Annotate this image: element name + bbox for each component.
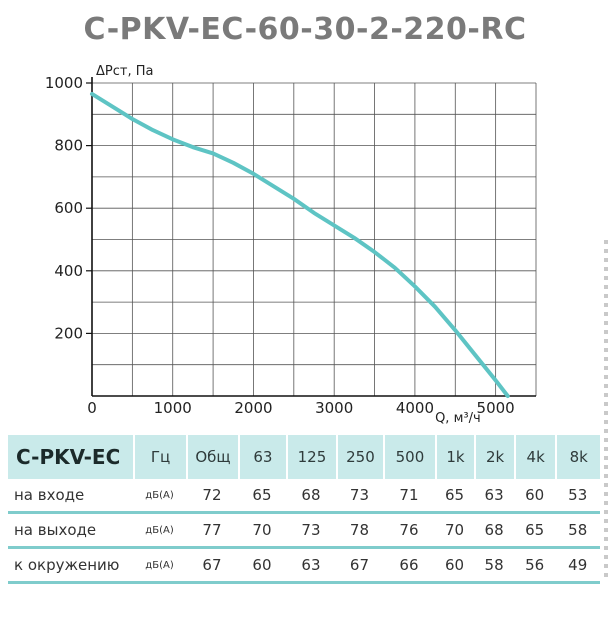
cell-value: 56 <box>525 556 545 574</box>
row-unit: дБ(А) <box>145 559 174 571</box>
cell-value: 70 <box>252 521 272 539</box>
cell-value: 67 <box>349 556 369 574</box>
chart-ticks: 200 400 600 800 1000 0 1000 2000 3000 4000 5000 <box>45 74 515 417</box>
header-4k: 4k <box>515 435 556 479</box>
cell-value: 65 <box>525 521 545 539</box>
header-63: 63 <box>239 435 287 479</box>
row-label: на выходе <box>14 521 97 539</box>
cell-value: 58 <box>568 521 588 539</box>
series-line-pressure <box>90 91 510 398</box>
x-axis-label: Q, м³/ч <box>435 411 481 426</box>
side-decoration <box>604 240 608 580</box>
y-tick-label: 800 <box>54 137 83 155</box>
cell-value: 67 <box>202 556 222 574</box>
x-tick-label: 0 <box>87 399 97 417</box>
cell-value: 68 <box>301 486 321 504</box>
header-125: 125 <box>288 435 336 479</box>
x-tick-label: 5000 <box>477 399 515 417</box>
y-tick-label: 400 <box>54 262 83 280</box>
cell-value: 53 <box>568 486 588 504</box>
cell-value: 77 <box>202 521 222 539</box>
cell-value: 65 <box>252 486 272 504</box>
header-2k: 2k <box>476 435 514 479</box>
cell-value: 63 <box>484 486 504 504</box>
y-axis-label: ΔPст, Па <box>96 64 153 79</box>
cell-value: 58 <box>484 556 504 574</box>
cell-value: 72 <box>202 486 222 504</box>
table-row: на выходе дБ(А) 77 70 73 78 76 70 68 65 … <box>8 514 600 549</box>
cell-value: 70 <box>444 521 465 539</box>
chart-axes <box>91 77 536 397</box>
header-8k: 8k <box>557 435 600 479</box>
cell-value: 60 <box>252 556 272 574</box>
row-label: к окружению <box>14 556 120 574</box>
header-hz: Гц <box>134 435 187 479</box>
row-unit: дБ(А) <box>145 524 174 536</box>
cell-value: 68 <box>484 521 504 539</box>
cell-value: 71 <box>399 486 419 504</box>
noise-table-header: C-PKV-EC Гц Общ 63 125 250 500 1k 2k 4k … <box>8 435 600 479</box>
noise-table: C-PKV-EC Гц Общ 63 125 250 500 1k 2k 4k … <box>8 435 600 584</box>
header-500: 500 <box>385 435 435 479</box>
cell-value: 73 <box>349 486 369 504</box>
cell-value: 60 <box>444 556 465 574</box>
chart-series <box>90 91 510 398</box>
header-250: 250 <box>337 435 384 479</box>
page-title: C-PKV-EC-60-30-2-220-RC <box>83 12 527 47</box>
header-total: Общ <box>188 435 238 479</box>
x-tick-label: 3000 <box>315 399 353 417</box>
x-tick-label: 1000 <box>154 399 192 417</box>
cell-value: 76 <box>399 521 419 539</box>
x-tick-label: 4000 <box>396 399 434 417</box>
chart-grid <box>92 82 537 396</box>
table-row: на входе дБ(А) 72 65 68 73 71 65 63 60 5… <box>8 479 600 514</box>
cell-value: 73 <box>301 521 321 539</box>
y-tick-label: 600 <box>54 199 83 217</box>
table-row: к окружению дБ(А) 67 60 63 67 66 60 58 5… <box>8 549 600 584</box>
y-tick-label: 200 <box>54 324 83 342</box>
cell-value: 65 <box>444 486 465 504</box>
cell-value: 60 <box>525 486 545 504</box>
header-1k: 1k <box>436 435 475 479</box>
x-tick-label: 2000 <box>234 399 272 417</box>
pressure-flow-chart: 200 400 600 800 1000 0 1000 2000 3000 4000 5000 ΔP… <box>45 64 537 426</box>
cell-value: 66 <box>399 556 419 574</box>
cell-value: 63 <box>301 556 321 574</box>
cell-value: 49 <box>568 556 588 574</box>
row-label: на входе <box>14 486 85 504</box>
row-unit: дБ(А) <box>145 489 174 501</box>
model-name: C-PKV-EC <box>8 435 133 479</box>
y-tick-label: 1000 <box>45 74 83 92</box>
cell-value: 78 <box>349 521 369 539</box>
